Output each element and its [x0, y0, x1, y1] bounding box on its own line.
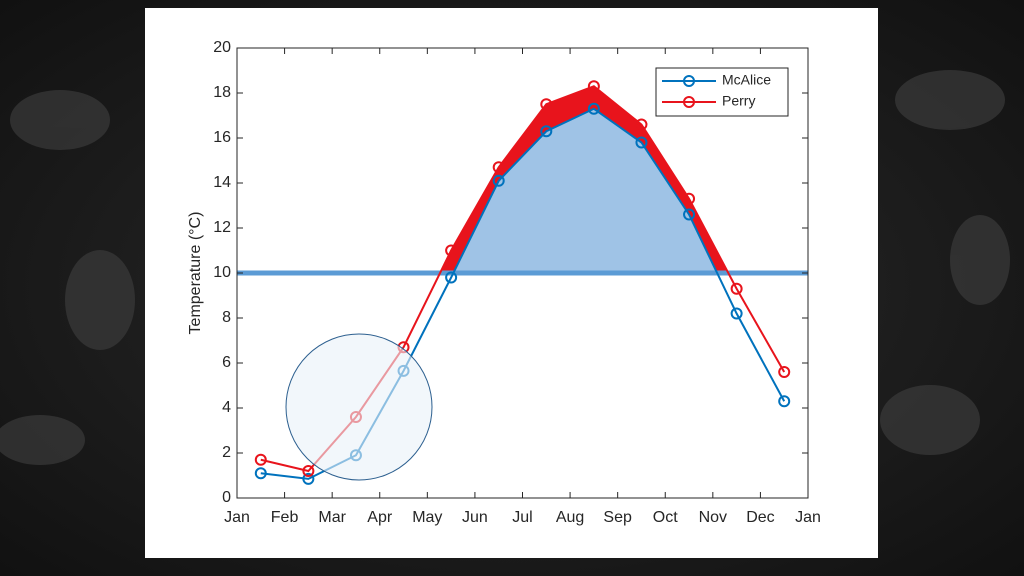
legend-marker: [683, 75, 695, 87]
x-tick-label: Oct: [653, 509, 678, 526]
data-point: [778, 366, 791, 378]
y-tick-label: 0: [222, 489, 231, 506]
y-tick-label: 4: [222, 399, 231, 416]
data-point: [683, 192, 696, 205]
data-point: [492, 174, 505, 187]
data-point: [445, 271, 458, 284]
x-tick-label: Jan: [224, 509, 250, 526]
x-tick-label: Nov: [699, 509, 727, 526]
data-point: [587, 102, 600, 115]
legend-label: McAlice: [722, 72, 771, 88]
data-point: [445, 244, 458, 257]
data-point: [540, 98, 553, 111]
plot-area: 0 2 4 6 8 10 12 14 16 18 20 Jan Feb Mar Apr May Jun Jul Au…: [213, 39, 821, 526]
highlight-circle: [285, 333, 433, 481]
data-point: [730, 307, 743, 320]
x-tick-label: Jun: [462, 509, 488, 526]
y-tick-label: 2: [222, 444, 231, 461]
x-tick-label: Jan: [795, 509, 821, 526]
data-point: [587, 80, 600, 93]
data-point: [302, 472, 315, 485]
data-point: [254, 467, 267, 480]
data-point: [254, 453, 267, 466]
x-tick-label: Jul: [512, 509, 532, 526]
area-difference: [440, 86, 729, 273]
y-tick-label: 8: [222, 309, 231, 326]
data-point: [778, 395, 791, 408]
legend-box: [655, 67, 789, 117]
y-tick-label: 6: [222, 354, 231, 371]
x-tick-label: Aug: [556, 509, 584, 526]
y-tick-label: 20: [213, 39, 231, 56]
y-tick-label: 18: [213, 84, 231, 101]
data-point: [635, 118, 648, 131]
y-axis-label: Temperature (°C): [187, 212, 204, 335]
area-degree-days: [260, 108, 785, 273]
x-tick-label: Dec: [746, 509, 774, 526]
data-point: [730, 282, 743, 295]
data-point: [302, 465, 315, 477]
y-tick-label: 16: [213, 129, 231, 146]
y-tick-label: 14: [213, 174, 231, 191]
data-point: [635, 136, 648, 149]
x-tick-label: Apr: [367, 509, 393, 526]
legend-label: Perry: [722, 93, 755, 109]
texture: [0, 70, 1010, 465]
x-tick-label: Feb: [271, 509, 299, 526]
x-tick-label: May: [412, 509, 442, 526]
data-point: [683, 208, 696, 221]
y-tick-label: 10: [213, 264, 231, 281]
legend-marker: [683, 96, 695, 108]
data-point: [540, 125, 553, 138]
x-tick-label: Sep: [603, 509, 632, 526]
y-tick-label: 12: [213, 219, 231, 236]
x-tick-label: Mar: [318, 509, 346, 526]
data-point: [492, 161, 505, 174]
